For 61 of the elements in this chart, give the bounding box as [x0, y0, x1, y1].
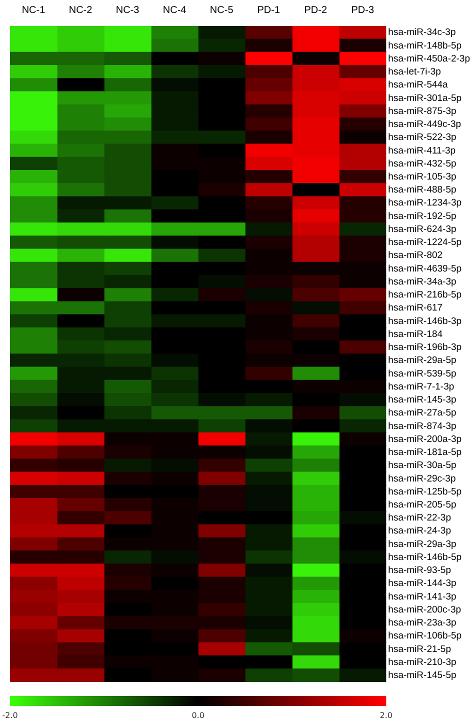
- y-tick-label: hsa-miR-449c-3p: [388, 119, 462, 130]
- y-tick-label: hsa-miR-1234-3p: [388, 198, 462, 209]
- y-tick-label: hsa-miR-617: [388, 302, 443, 314]
- y-tick-label: hsa-miR-4639-5p: [388, 263, 462, 274]
- y-tick-label: hsa-miR-145-5p: [388, 670, 456, 682]
- y-tick-label: hsa-miR-210-3p: [388, 656, 456, 668]
- x-tick-label: NC-3: [116, 4, 140, 16]
- color-bar-label: 0.0: [192, 711, 204, 720]
- color-bar-label: 2.0: [380, 711, 393, 720]
- y-tick-label: hsa-let-7i-3p: [388, 66, 441, 78]
- x-tick-label: PD-2: [304, 4, 328, 16]
- y-tick-label: hsa-miR-488-5p: [388, 184, 456, 196]
- y-tick-label: hsa-miR-196b-3p: [388, 342, 462, 354]
- x-tick-label: NC-2: [68, 4, 93, 16]
- y-tick-label: hsa-miR-200a-3p: [388, 434, 462, 445]
- y-tick-label: hsa-miR-125b-5p: [388, 486, 462, 498]
- x-tick-label: NC-5: [210, 4, 234, 16]
- y-tick-label: hsa-miR-105-3p: [388, 172, 456, 183]
- y-tick-label: hsa-miR-411-3p: [388, 145, 456, 156]
- color-bar-label: -2.0: [2, 711, 18, 720]
- y-tick-label: hsa-miR-205-5p: [388, 500, 456, 511]
- y-tick-label: hsa-miR-21-5p: [388, 644, 451, 655]
- y-tick-label: hsa-miR-34c-3p: [388, 27, 456, 38]
- y-tick-label: hsa-miR-200c-3p: [388, 604, 462, 616]
- y-tick-label: hsa-miR-624-3p: [388, 224, 456, 235]
- y-tick-label: hsa-miR-34a-3p: [388, 276, 456, 288]
- y-tick-label: hsa-miR-30a-5p: [388, 460, 456, 472]
- y-tick-label: hsa-miR-29a-3p: [388, 538, 456, 550]
- x-tick-label: PD-1: [257, 4, 280, 16]
- y-tick-label: hsa-miR-24-3p: [388, 526, 451, 537]
- y-tick-label: hsa-miR-144-3p: [388, 578, 456, 590]
- y-tick-label: hsa-miR-181a-5p: [388, 447, 462, 458]
- y-tick-label: hsa-miR-1224-5p: [388, 237, 462, 248]
- y-tick-label: hsa-miR-146b-3p: [388, 316, 462, 327]
- y-tick-label: hsa-miR-145-3p: [388, 394, 456, 406]
- y-tick-label: hsa-miR-29a-5p: [388, 355, 456, 366]
- y-tick-label: hsa-miR-7-1-3p: [388, 381, 454, 392]
- y-tick-label: hsa-miR-29c-3p: [388, 473, 456, 484]
- y-tick-label: hsa-miR-874-3p: [388, 420, 456, 432]
- x-tick-label: NC-1: [22, 4, 46, 16]
- y-tick-label: hsa-miR-522-3p: [388, 132, 456, 144]
- y-tick-label: hsa-miR-216b-5p: [388, 290, 462, 301]
- y-tick-label: hsa-miR-802: [388, 250, 443, 262]
- y-tick-label: hsa-miR-93-5p: [388, 565, 451, 576]
- y-tick-label: hsa-miR-146b-5p: [388, 552, 462, 563]
- y-tick-label: hsa-miR-106b-5p: [388, 630, 462, 642]
- y-tick-label: hsa-miR-22-3p: [388, 512, 451, 524]
- y-tick-label: hsa-miR-539-5p: [388, 368, 456, 380]
- y-tick-label: hsa-miR-301a-5p: [388, 92, 462, 104]
- y-tick-label: hsa-miR-450a-2-3p: [388, 53, 470, 64]
- y-tick-label: hsa-miR-27a-5p: [388, 408, 456, 419]
- y-tick-label: hsa-miR-192-5p: [388, 210, 456, 222]
- x-tick-label: PD-3: [351, 4, 374, 16]
- y-tick-label: hsa-miR-544a: [388, 80, 449, 91]
- y-tick-label: hsa-miR-432-5p: [388, 158, 456, 170]
- y-tick-label: hsa-miR-141-3p: [388, 591, 456, 602]
- x-tick-label: NC-4: [162, 4, 187, 16]
- y-tick-label: hsa-miR-148b-5p: [388, 40, 462, 52]
- y-tick-label: hsa-miR-184: [388, 328, 443, 340]
- y-tick-label: hsa-miR-875-3p: [388, 106, 456, 117]
- y-tick-label: hsa-miR-23a-3p: [388, 618, 456, 629]
